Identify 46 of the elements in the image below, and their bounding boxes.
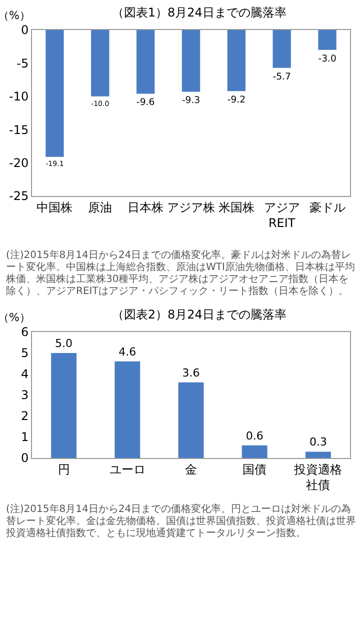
y-tick-label: 6 xyxy=(20,325,29,340)
bar xyxy=(305,452,331,458)
data-label: -3.0 xyxy=(318,53,336,64)
chart-title: （図表2）8月24日までの騰落率 xyxy=(112,307,286,322)
x-tick-label: アジア株 xyxy=(167,200,215,214)
x-tick-label: 豪ドル xyxy=(309,200,346,214)
x-tick-label: アジアREIT xyxy=(264,200,300,230)
y-tick-label: -20 xyxy=(8,156,29,170)
chart-title: （図表1）8月24日までの騰落率 xyxy=(112,5,286,20)
y-tick-label: 3 xyxy=(20,388,29,402)
y-tick-label: 2 xyxy=(20,409,29,424)
y-axis-title: （%） xyxy=(0,9,30,22)
data-label: 0.3 xyxy=(309,436,327,449)
x-tick-label: 金 xyxy=(185,462,197,476)
text: (注)2015年8月14日から24日までの価格変化率。豪ドルは対米ドルの為替レート変化率。中国株は上海総合指数、原油はWTI原油先物価格、日本株は平均株価、米国株は工業株30種平均、アジア株はアジアオセアニア指数（日本を除く）、アジアREITはアジア・パシフィック・リート指数（日本を除く）。 xyxy=(5,248,356,299)
y-tick-label: -25 xyxy=(8,189,29,204)
x-tick-label: 原油 xyxy=(88,200,112,214)
y-tick-label: -5 xyxy=(16,56,29,70)
x-tick-label: 日本株 xyxy=(128,200,164,214)
bar xyxy=(178,382,204,458)
data-label: -9.3 xyxy=(182,95,200,106)
data-label: 4.6 xyxy=(118,345,136,358)
x-tick-label: 円 xyxy=(58,462,70,476)
y-tick-label: -10 xyxy=(8,90,29,104)
data-label: 0.6 xyxy=(246,429,264,442)
data-label: -5.7 xyxy=(272,71,292,82)
y-tick-label: 0 xyxy=(20,23,29,38)
bar xyxy=(114,361,140,458)
y-axis-title: （%） xyxy=(0,311,30,324)
data-label: -9.2 xyxy=(227,94,246,106)
x-tick-label: ユーロ xyxy=(109,462,146,476)
bar xyxy=(51,353,77,458)
y-tick-label: 4 xyxy=(20,367,29,382)
data-label: 3.6 xyxy=(182,366,200,380)
y-tick-label: 5 xyxy=(20,346,29,360)
data-label: 5.0 xyxy=(55,337,73,350)
x-tick-label: 米国株 xyxy=(218,200,254,214)
data-label: -9.6 xyxy=(136,97,155,108)
text: (注)2015年8月14日から24日までの価格変化率。円とユーロは対米ドルの為替レート変化率。金は金先物価格。国債は世界国債指数、投資適格社債は世界投資適格社債指数で、ともに現地通貨建てトータルリターン指数。 xyxy=(5,502,357,541)
bar xyxy=(242,445,268,458)
x-tick-label: 投資適格社債 xyxy=(293,462,342,492)
x-tick-label: 国債 xyxy=(242,462,267,476)
x-tick-label: 中国株 xyxy=(36,200,73,214)
y-tick-label: -15 xyxy=(8,122,29,137)
y-tick-label: 1 xyxy=(20,430,29,444)
y-tick-label: 0 xyxy=(20,451,29,466)
